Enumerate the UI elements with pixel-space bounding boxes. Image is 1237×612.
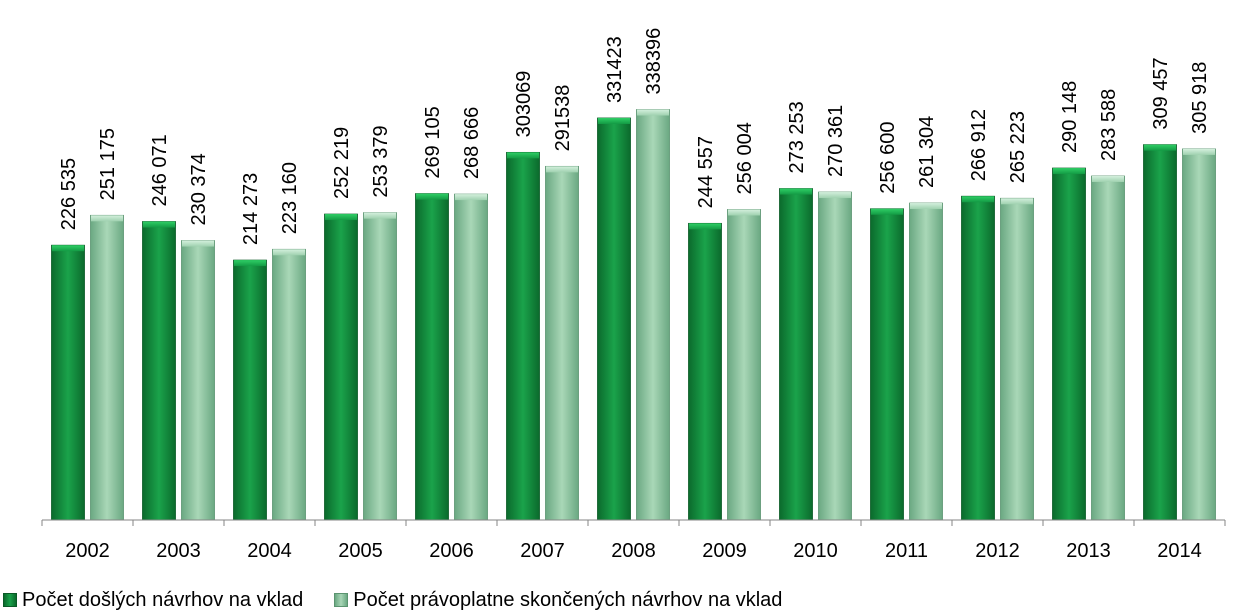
bar-2002-series-0 bbox=[52, 245, 85, 520]
legend-label-series-0: Počet došlých návrhov na vklad bbox=[22, 589, 303, 612]
bar-2011-series-0 bbox=[871, 209, 904, 520]
bar-2010-series-0 bbox=[780, 189, 813, 520]
x-tick-label-2008: 2008 bbox=[611, 540, 656, 562]
value-label-2009-series-0: 244 557 bbox=[695, 136, 717, 208]
bar-2005-series-0 bbox=[325, 214, 358, 520]
x-tick-label-2005: 2005 bbox=[338, 540, 383, 562]
legend-swatch-series-1 bbox=[334, 593, 348, 607]
x-tick-label-2013: 2013 bbox=[1066, 540, 1111, 562]
x-axis: 2002 2003 2004 2005 2006 2007 2008 2009 2010 2011… bbox=[42, 520, 1225, 562]
bar-2014-series-0 bbox=[1144, 145, 1177, 520]
value-label-2004-series-1: 223 160 bbox=[279, 162, 301, 234]
value-label-2006-series-0: 269 105 bbox=[422, 106, 444, 178]
x-tick-label-2006: 2006 bbox=[429, 540, 474, 562]
value-labels-layer: 226 535 251 175 246 071 230 374 214 273 223 1… bbox=[58, 28, 1211, 245]
bar-2012-series-0 bbox=[962, 196, 995, 520]
bars-layer bbox=[52, 110, 1216, 520]
legend-item-series-1: Počet právoplatne skončených návrhov na … bbox=[331, 589, 782, 612]
x-tick-label-2009: 2009 bbox=[702, 540, 747, 562]
legend-item-series-0: Počet došlých návrhov na vklad bbox=[0, 589, 303, 612]
bar-2003-series-1 bbox=[182, 241, 215, 520]
value-label-2010-series-1: 270 361 bbox=[825, 105, 847, 177]
legend: Počet došlých návrhov na vklad Počet prá… bbox=[0, 588, 810, 612]
value-label-2006-series-1: 268 666 bbox=[461, 107, 483, 179]
bar-2010-series-1 bbox=[819, 192, 852, 520]
value-label-2012-series-1: 265 223 bbox=[1007, 111, 1029, 183]
value-label-2014-series-1: 305 918 bbox=[1189, 62, 1211, 134]
value-label-2010-series-0: 273 253 bbox=[786, 101, 808, 173]
value-label-2005-series-1: 253 379 bbox=[370, 125, 392, 197]
value-label-2011-series-1: 261 304 bbox=[916, 116, 938, 188]
value-label-2008-series-0: 331423 bbox=[604, 36, 626, 103]
x-tick-label-2004: 2004 bbox=[247, 540, 292, 562]
bar-2008-series-0 bbox=[598, 118, 631, 520]
bar-2004-series-0 bbox=[234, 260, 267, 520]
x-tick-label-2011: 2011 bbox=[885, 540, 928, 562]
value-label-2005-series-0: 252 219 bbox=[331, 127, 353, 199]
x-tick-label-2007: 2007 bbox=[520, 540, 565, 562]
value-label-2003-series-1: 230 374 bbox=[188, 153, 210, 225]
value-label-2009-series-1: 256 004 bbox=[734, 122, 756, 194]
value-label-2008-series-1: 338396 bbox=[643, 28, 665, 95]
value-label-2013-series-1: 283 588 bbox=[1098, 89, 1120, 161]
bar-2011-series-1 bbox=[910, 203, 943, 520]
value-label-2011-series-0: 256 600 bbox=[877, 121, 899, 193]
x-tick-label-2010: 2010 bbox=[793, 540, 838, 562]
value-label-2014-series-0: 309 457 bbox=[1150, 57, 1172, 129]
bar-2002-series-1 bbox=[91, 215, 124, 520]
value-label-2012-series-0: 266 912 bbox=[968, 109, 990, 181]
x-tick-label-2012: 2012 bbox=[975, 540, 1020, 562]
bar-2008-series-1 bbox=[637, 110, 670, 520]
value-label-2002-series-1: 251 175 bbox=[97, 128, 119, 200]
bar-chart: 226 535 251 175 246 071 230 374 214 273 223 1… bbox=[0, 0, 1237, 580]
bar-2013-series-0 bbox=[1053, 168, 1086, 520]
value-label-2007-series-1: 291538 bbox=[552, 85, 574, 152]
value-label-2013-series-0: 290 148 bbox=[1059, 81, 1081, 153]
bar-2003-series-0 bbox=[143, 222, 176, 520]
legend-swatch-series-0 bbox=[3, 593, 17, 607]
value-label-2003-series-0: 246 071 bbox=[149, 134, 171, 206]
bar-2009-series-1 bbox=[728, 209, 761, 520]
bar-2006-series-1 bbox=[455, 194, 488, 520]
legend-label-series-1: Počet právoplatne skončených návrhov na … bbox=[353, 589, 782, 612]
bar-2004-series-1 bbox=[273, 249, 306, 520]
bar-2007-series-0 bbox=[507, 152, 540, 520]
bar-2006-series-0 bbox=[416, 194, 449, 520]
bar-2014-series-1 bbox=[1183, 149, 1216, 520]
x-tick-label-2003: 2003 bbox=[156, 540, 201, 562]
value-label-2002-series-0: 226 535 bbox=[58, 158, 80, 230]
value-label-2004-series-0: 214 273 bbox=[240, 173, 262, 245]
x-tick-label-2002: 2002 bbox=[65, 540, 110, 562]
value-label-2007-series-0: 303069 bbox=[513, 71, 535, 138]
bar-2009-series-0 bbox=[689, 223, 722, 520]
bar-2013-series-1 bbox=[1092, 176, 1125, 520]
bar-2005-series-1 bbox=[364, 213, 397, 520]
bar-2007-series-1 bbox=[546, 166, 579, 520]
x-tick-label-2014: 2014 bbox=[1157, 540, 1202, 562]
bar-2012-series-1 bbox=[1001, 198, 1034, 520]
